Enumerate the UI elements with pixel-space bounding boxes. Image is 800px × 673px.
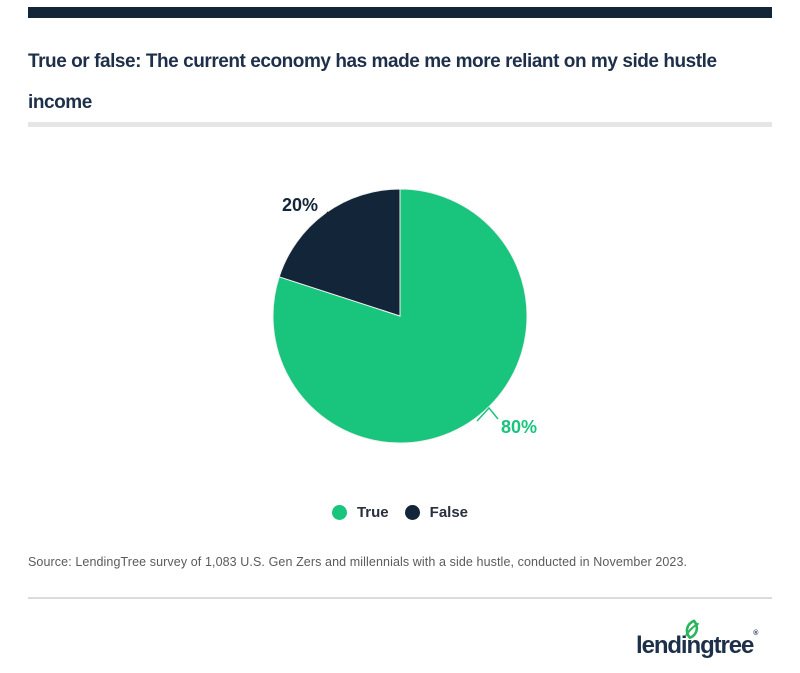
legend-label-false: False: [429, 503, 469, 521]
pie-slices: [272, 188, 528, 444]
chart-title: True or false: The current economy has m…: [28, 51, 717, 113]
chart-legend: True False: [0, 499, 800, 525]
source-note: Source: LendingTree survey of 1,083 U.S.…: [28, 555, 688, 569]
legend-label-true: True: [356, 503, 389, 521]
legend-item-true: True: [331, 503, 389, 521]
pie-label-true: 80%: [501, 417, 537, 437]
registered-mark: ®: [753, 630, 759, 637]
title-divider: [28, 122, 772, 127]
pie-slice-false: [278, 188, 401, 317]
footer-divider: [28, 597, 772, 599]
legend-swatch-false-icon: [404, 504, 420, 520]
logo-wordmark-text: lendingtree: [636, 632, 754, 659]
leaf-icon: [685, 619, 699, 640]
top-accent-bar: [28, 7, 772, 18]
pie-label-false: 20%: [282, 195, 318, 215]
legend-swatch-true-icon: [331, 504, 347, 520]
pie-slice-true: [272, 188, 528, 444]
logo-wordmark: lendingtree®: [636, 630, 758, 660]
leader-line-true: [476, 406, 499, 422]
lendingtree-logo: lendingtree®: [636, 619, 786, 662]
legend-item-false: False: [404, 503, 469, 521]
leader-line-false: [326, 211, 346, 230]
pie-chart: 20% 80%: [272, 188, 537, 444]
